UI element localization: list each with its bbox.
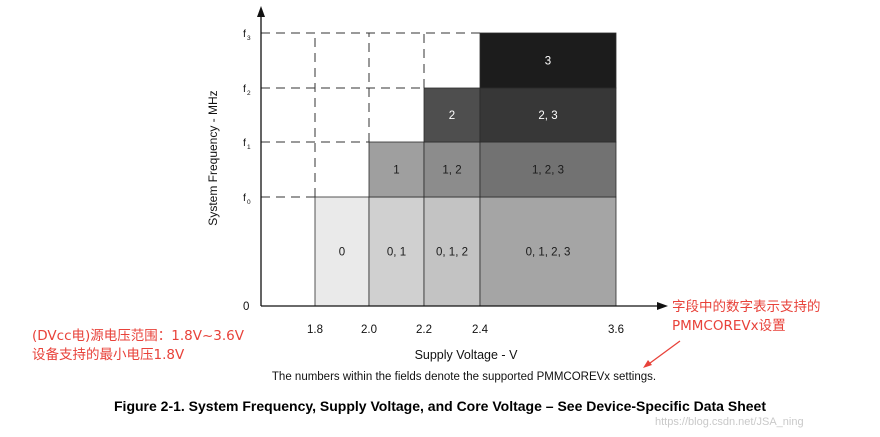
y-tick-subscript: 0 <box>247 199 251 206</box>
x-tick-label: 2.2 <box>416 324 432 336</box>
cell-label: 2, 3 <box>538 110 557 122</box>
cell-label: 0, 1, 2, 3 <box>526 247 571 259</box>
y-tick-label: f <box>243 28 246 40</box>
figure-caption: Figure 2-1. System Frequency, Supply Vol… <box>114 398 766 414</box>
region-cells: 0 0, 1 0, 1, 2 0, 1, 2, 3 1 1, 2 1, 2, 3 2 2, 3 3 <box>314 32 617 307</box>
y-tick-subscript: 3 <box>247 35 251 42</box>
region-cell <box>314 196 370 307</box>
region-cell <box>423 196 481 307</box>
y-tick-label: 0 <box>243 301 249 313</box>
region-cell <box>479 196 617 307</box>
cell-label: 1 <box>393 165 399 177</box>
y-axis-arrowhead <box>257 6 265 17</box>
watermark-text: https://blog.csdn.net/JSA_ning <box>655 416 804 428</box>
x-tick-label: 3.6 <box>608 324 624 336</box>
y-tick-label: f <box>243 137 246 149</box>
annotation-arrowhead <box>643 360 652 368</box>
voltage-range-note-line2: 设备支持的最小电压1.8V <box>32 347 185 363</box>
x-tick-label: 2.0 <box>361 324 377 336</box>
x-axis-arrowhead <box>657 302 668 310</box>
voltage-range-note: (DVcc电)源电压范围：1.8V~3.6V 设备支持的最小电压1.8V <box>32 327 244 365</box>
axes <box>257 6 668 310</box>
y-tick-subscript: 1 <box>247 144 251 151</box>
cell-label: 2 <box>449 110 455 122</box>
cell-label: 1, 2 <box>442 165 461 177</box>
x-tick-label: 1.8 <box>307 324 323 336</box>
y-tick-label: f <box>243 83 246 95</box>
cell-label: 0, 1 <box>387 247 406 259</box>
y-tick-subscript: 2 <box>247 90 251 97</box>
field-meaning-note-line1: 字段中的数字表示支持的 <box>672 299 821 315</box>
voltage-range-note-line1: (DVcc电)源电压范围：1.8V~3.6V <box>32 328 244 344</box>
region-cell <box>479 87 617 143</box>
cell-label: 0, 1, 2 <box>436 247 468 259</box>
y-tick-label: f <box>243 192 246 204</box>
region-cell <box>423 87 481 143</box>
cell-label: 3 <box>545 56 551 68</box>
y-axis-label: System Frequency - MHz <box>206 90 220 225</box>
x-axis-label: Supply Voltage - V <box>415 348 519 362</box>
region-cell <box>479 32 617 89</box>
region-cell <box>368 141 425 198</box>
cell-label: 1, 2, 3 <box>532 165 564 177</box>
x-tick-label: 2.4 <box>472 324 489 336</box>
dashed-guides <box>261 32 480 198</box>
field-meaning-note: 字段中的数字表示支持的 PMMCOREVx设置 <box>672 298 821 336</box>
annotation-arrow <box>645 340 681 367</box>
region-cell <box>423 141 481 198</box>
field-meaning-note-line2: PMMCOREVx设置 <box>672 318 786 334</box>
cell-label: 0 <box>339 247 345 259</box>
region-cell <box>479 141 617 198</box>
tick-labels: 1.8 2.0 2.2 2.4 3.60f 0f 1f 2f 3 <box>243 28 624 336</box>
fields-subnote: The numbers within the fields denote the… <box>271 371 657 383</box>
